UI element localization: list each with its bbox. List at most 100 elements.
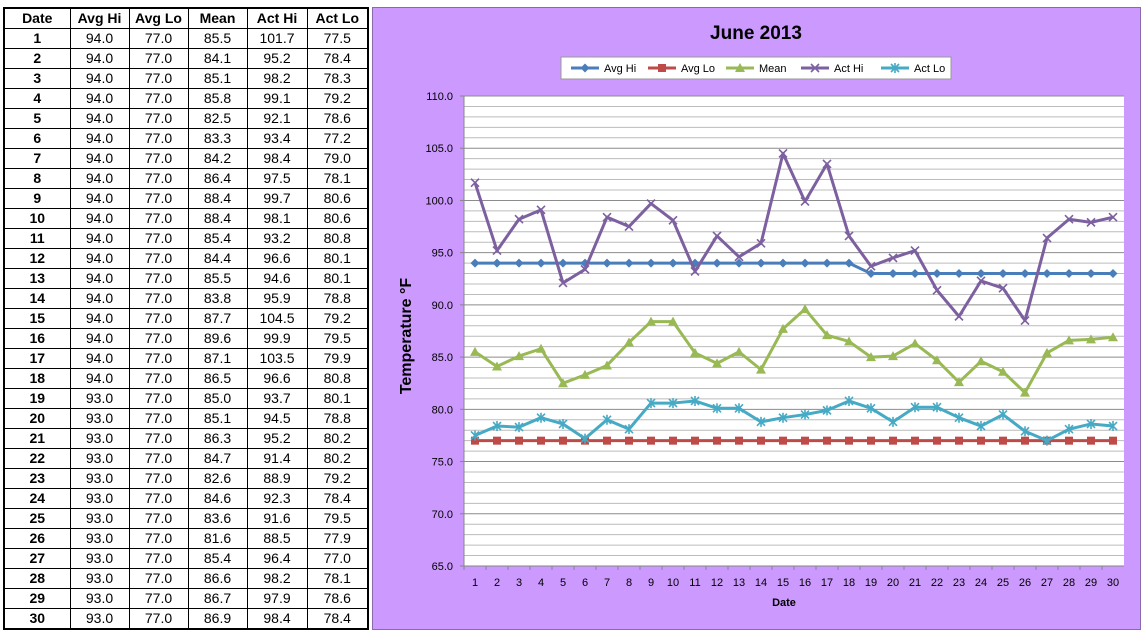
value-cell: 99.7 bbox=[246, 188, 308, 209]
value-cell: 77.0 bbox=[128, 188, 189, 209]
data-point bbox=[800, 409, 810, 420]
value-cell: 86.5 bbox=[187, 368, 248, 389]
date-cell: 24 bbox=[3, 488, 71, 509]
date-cell: 10 bbox=[3, 208, 71, 229]
value-cell: 77.5 bbox=[306, 28, 369, 49]
value-cell: 98.4 bbox=[246, 608, 308, 630]
series-avg-lo bbox=[471, 436, 1117, 445]
data-point bbox=[1020, 387, 1030, 397]
table-body: 1 94.0 77.0 85.5 101.7 77.5 2 94.0 77.0 84.1 95.2 7… bbox=[3, 28, 369, 630]
date-cell: 11 bbox=[3, 228, 71, 249]
line-chart: June 2013 Avg Hi Avg Lo Mean Act Hi Act Lo 6… bbox=[398, 23, 1124, 609]
date-cell: 14 bbox=[3, 288, 71, 309]
legend-entry: Act Hi bbox=[834, 63, 863, 75]
data-point bbox=[625, 436, 633, 445]
value-cell: 94.0 bbox=[69, 208, 130, 229]
value-cell: 79.2 bbox=[306, 468, 369, 489]
data-point bbox=[712, 358, 722, 368]
value-cell: 94.0 bbox=[69, 308, 130, 329]
value-cell: 78.3 bbox=[306, 68, 369, 89]
data-point bbox=[954, 377, 964, 387]
data-point bbox=[1042, 347, 1052, 357]
data-point bbox=[977, 436, 985, 445]
value-cell: 86.3 bbox=[187, 428, 248, 449]
data-point bbox=[976, 276, 986, 286]
value-cell: 77.0 bbox=[128, 228, 189, 249]
value-cell: 77.0 bbox=[128, 168, 189, 189]
value-cell: 94.0 bbox=[69, 188, 130, 209]
legend-entry: Avg Lo bbox=[681, 63, 715, 75]
temperature-data-table: Date Avg Hi Avg Lo Mean Act Hi Act Lo 1 94.0 77… bbox=[3, 7, 369, 630]
data-point bbox=[976, 269, 986, 279]
value-cell: 82.5 bbox=[187, 108, 248, 129]
date-cell: 30 bbox=[3, 608, 71, 630]
data-point bbox=[514, 258, 524, 268]
value-cell: 85.4 bbox=[187, 548, 248, 569]
data-point bbox=[910, 246, 920, 256]
value-cell: 77.0 bbox=[128, 348, 189, 369]
data-point bbox=[888, 351, 898, 361]
data-point bbox=[910, 402, 920, 413]
data-point bbox=[1108, 421, 1118, 432]
data-point bbox=[735, 436, 743, 445]
data-point bbox=[998, 366, 1008, 376]
value-cell: 80.1 bbox=[306, 268, 369, 289]
data-point bbox=[514, 214, 524, 224]
chart-area: June 2013 Avg Hi Avg Lo Mean Act Hi Act Lo 6… bbox=[372, 7, 1141, 630]
date-cell: 26 bbox=[3, 528, 71, 549]
x-tick-label: 14 bbox=[755, 577, 767, 589]
value-cell: 95.2 bbox=[246, 428, 308, 449]
data-point bbox=[998, 269, 1008, 279]
y-tick-label: 85.0 bbox=[432, 352, 453, 364]
x-tick-label: 23 bbox=[953, 577, 965, 589]
data-point bbox=[998, 409, 1008, 420]
value-cell: 80.6 bbox=[306, 208, 369, 229]
data-point bbox=[690, 266, 700, 277]
value-cell: 85.1 bbox=[187, 68, 248, 89]
x-tick-label: 3 bbox=[516, 577, 522, 589]
x-tick-label: 26 bbox=[1019, 577, 1031, 589]
data-point bbox=[778, 148, 788, 159]
column-header: Date bbox=[3, 7, 71, 29]
value-cell: 94.0 bbox=[69, 28, 130, 49]
data-point bbox=[932, 285, 942, 295]
table-row: 1 94.0 77.0 85.5 101.7 77.5 bbox=[3, 28, 369, 49]
table-row: 23 93.0 77.0 82.6 88.9 79.2 bbox=[3, 468, 369, 489]
value-cell: 93.0 bbox=[69, 428, 130, 449]
table-row: 21 93.0 77.0 86.3 95.2 80.2 bbox=[3, 428, 369, 449]
column-header: Avg Lo bbox=[128, 7, 189, 29]
value-cell: 77.0 bbox=[128, 508, 189, 529]
data-point bbox=[668, 398, 678, 409]
table-row: 7 94.0 77.0 84.2 98.4 79.0 bbox=[3, 148, 369, 169]
value-cell: 81.6 bbox=[187, 528, 248, 549]
data-point bbox=[1086, 418, 1096, 429]
value-cell: 79.5 bbox=[306, 508, 369, 529]
value-cell: 85.8 bbox=[187, 88, 248, 109]
value-cell: 101.7 bbox=[246, 28, 308, 49]
data-point bbox=[800, 196, 810, 207]
value-cell: 77.0 bbox=[128, 328, 189, 349]
legend-marker bbox=[580, 63, 590, 73]
value-cell: 78.4 bbox=[306, 488, 369, 509]
value-cell: 77.0 bbox=[306, 548, 369, 569]
value-cell: 78.6 bbox=[306, 588, 369, 609]
value-cell: 93.7 bbox=[246, 388, 308, 409]
data-point bbox=[624, 258, 634, 268]
table-row: 29 93.0 77.0 86.7 97.9 78.6 bbox=[3, 588, 369, 609]
data-point bbox=[1042, 435, 1052, 446]
table-row: 5 94.0 77.0 82.5 92.1 78.6 bbox=[3, 108, 369, 129]
data-point bbox=[756, 258, 766, 268]
date-cell: 7 bbox=[3, 148, 71, 169]
value-cell: 77.0 bbox=[128, 48, 189, 69]
data-point bbox=[932, 355, 942, 365]
value-cell: 79.9 bbox=[306, 348, 369, 369]
table-row: 3 94.0 77.0 85.1 98.2 78.3 bbox=[3, 68, 369, 89]
table-row: 26 93.0 77.0 81.6 88.5 77.9 bbox=[3, 528, 369, 549]
table-row: 13 94.0 77.0 85.5 94.6 80.1 bbox=[3, 268, 369, 289]
value-cell: 77.0 bbox=[128, 448, 189, 469]
value-cell: 77.0 bbox=[128, 588, 189, 609]
x-axis-label: Date bbox=[772, 597, 796, 609]
value-cell: 94.0 bbox=[69, 48, 130, 69]
value-cell: 78.1 bbox=[306, 168, 369, 189]
data-point bbox=[492, 258, 502, 268]
